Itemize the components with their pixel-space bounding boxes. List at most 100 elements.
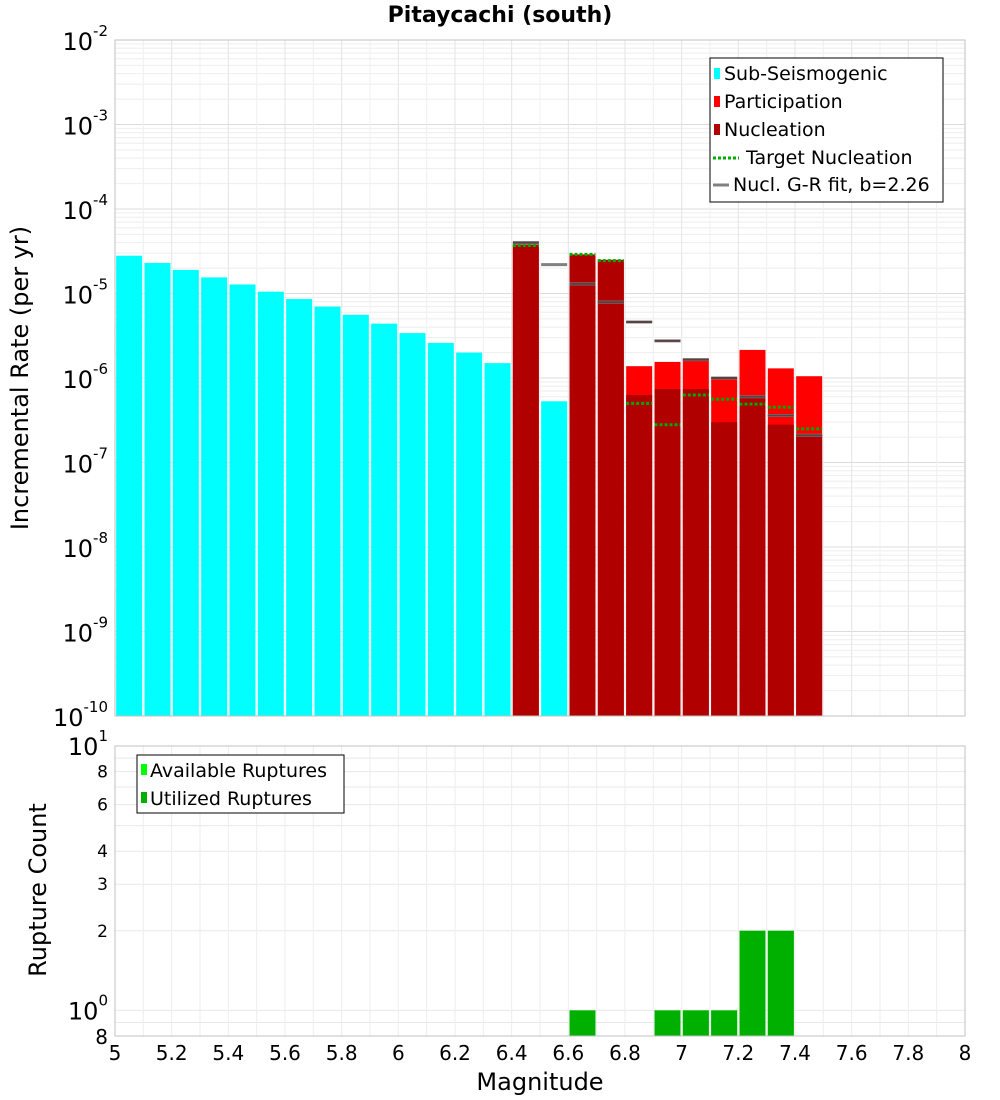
bar-sub-seismogenic	[229, 284, 256, 716]
tick-exponent: -5	[93, 276, 108, 294]
x-tick-label: 7	[675, 1041, 688, 1065]
bar-nucleation	[767, 424, 794, 716]
legend-swatch-nucleation	[714, 124, 720, 135]
x-tick-label: 5.4	[212, 1041, 244, 1065]
top-legend: Sub-Seismogenic Participation Nucleation…	[709, 57, 944, 203]
x-tick-label: 5.2	[156, 1041, 188, 1065]
x-tick-label: 7.4	[779, 1041, 811, 1065]
tick-exponent: -10	[84, 698, 109, 716]
tick-exponent: -9	[93, 614, 108, 632]
x-tick-label: 7.6	[836, 1041, 868, 1065]
tick-base: 10	[62, 282, 93, 310]
x-axis-label: Magnitude	[476, 1068, 603, 1096]
legend-swatch-participation	[714, 96, 720, 107]
legend-label-utilized-ruptures: Utilized Ruptures	[150, 788, 312, 810]
tick-exponent: -8	[93, 529, 108, 547]
bar-sub-seismogenic	[286, 299, 313, 716]
bar-sub-seismogenic	[201, 277, 228, 716]
bottom-y-tick-label: 6	[97, 796, 108, 816]
bar-nucleation	[682, 389, 709, 716]
bar-nucleation	[512, 244, 539, 716]
legend-swatch-utilized-ruptures	[141, 792, 147, 803]
x-tick-label: 7.8	[892, 1041, 924, 1065]
top-y-axis-label: Incremental Rate (per yr)	[6, 226, 34, 530]
x-tick-labels: 5 5.2 5.4 5.6 5.8 6 6.2 6.4 6.6 6.8 7 7.2 7.4 7.6 7.8 8	[109, 1041, 972, 1065]
bottom-y-tick-label: 4	[97, 842, 108, 862]
bottom-y-tick-label: 3	[97, 875, 108, 895]
x-tick-label: 7.2	[722, 1041, 754, 1065]
bar-utilized-ruptures	[711, 1010, 738, 1036]
legend-label-nucleation: Nucleation	[724, 119, 826, 141]
bar-sub-seismogenic	[456, 352, 483, 716]
bar-nucleation	[654, 389, 681, 716]
bar-nucleation	[569, 254, 596, 716]
tick-base: 10	[62, 620, 93, 648]
tick-exponent: -6	[93, 360, 108, 378]
bar-utilized-ruptures	[739, 930, 766, 1036]
top-plot-frame	[114, 39, 966, 717]
bar-sub-seismogenic	[342, 314, 369, 716]
bar-utilized-ruptures	[767, 930, 794, 1036]
bottom-y-tick-label: 8	[97, 763, 108, 783]
bottom-legend-box	[136, 754, 345, 814]
bottom-legend: Available Ruptures Utilized Ruptures	[136, 754, 345, 814]
bar-sub-seismogenic	[399, 333, 426, 716]
x-tick-label: 6.4	[496, 1041, 528, 1065]
x-tick-label: 6.8	[609, 1041, 641, 1065]
bottom-y-axis-label: Rupture Count	[24, 803, 52, 977]
tick-exponent: 1	[98, 727, 108, 745]
tick-base: 10	[68, 997, 99, 1025]
bar-sub-seismogenic	[116, 255, 143, 716]
bar-nucleation	[711, 422, 738, 716]
top-y-tick-label: 10-9	[62, 614, 108, 648]
x-tick-label: 5	[109, 1041, 122, 1065]
x-tick-label: 6.6	[552, 1041, 584, 1065]
legend-swatch-available-ruptures	[141, 764, 147, 775]
bar-nucleation	[739, 397, 766, 716]
bottom-y-major-tick-label: 100	[68, 991, 108, 1025]
legend-swatch-sub-seismogenic	[714, 68, 720, 79]
top-y-tick-label: 10-3	[62, 107, 108, 141]
bar-sub-seismogenic	[371, 323, 398, 716]
tick-base: 10	[68, 733, 99, 761]
top-panel-bars	[116, 244, 823, 716]
tick-base: 10	[62, 28, 93, 56]
bottom-y-major-tick-label: 101	[68, 727, 108, 761]
tick-exponent: -3	[93, 107, 108, 125]
tick-exponent: -4	[93, 191, 108, 209]
top-y-tick-label: 10-5	[62, 276, 108, 310]
tick-exponent: -2	[93, 22, 108, 40]
tick-base: 10	[62, 113, 93, 141]
tick-base: 10	[62, 535, 93, 563]
tick-base: 10	[62, 197, 93, 225]
bar-utilized-ruptures	[682, 1010, 709, 1036]
bar-sub-seismogenic	[314, 306, 341, 716]
bottom-plot-frame	[114, 745, 966, 1037]
chart-title: Pitaycachi (south)	[388, 3, 613, 28]
tick-exponent: -7	[93, 445, 108, 463]
bar-utilized-ruptures	[654, 1010, 681, 1036]
x-tick-label: 6.2	[439, 1041, 471, 1065]
top-y-tick-label: 10-2	[62, 22, 108, 56]
tick-base: 10	[53, 704, 84, 732]
legend-label-target-nucleation: Target Nucleation	[745, 147, 913, 169]
x-tick-label: 5.6	[269, 1041, 301, 1065]
x-tick-label: 8	[959, 1041, 972, 1065]
tick-base: 10	[62, 451, 93, 479]
bar-nucleation	[626, 394, 653, 716]
bar-sub-seismogenic	[541, 401, 568, 716]
bar-nucleation	[597, 259, 624, 716]
bottom-y-tick-label: 2	[97, 922, 108, 942]
top-legend-box	[709, 57, 944, 203]
legend-label-gr-fit: Nucl. G-R fit, b=2.26	[733, 174, 930, 196]
top-y-tick-label: 10-6	[62, 360, 108, 394]
top-y-tick-label: 10-7	[62, 445, 108, 479]
legend-label-sub-seismogenic: Sub-Seismogenic	[724, 63, 888, 85]
bar-sub-seismogenic	[427, 342, 454, 716]
bar-sub-seismogenic	[484, 363, 511, 716]
bar-sub-seismogenic	[257, 291, 284, 716]
top-y-tick-label: 10-4	[62, 191, 108, 225]
bottom-panel-bars	[569, 930, 794, 1036]
